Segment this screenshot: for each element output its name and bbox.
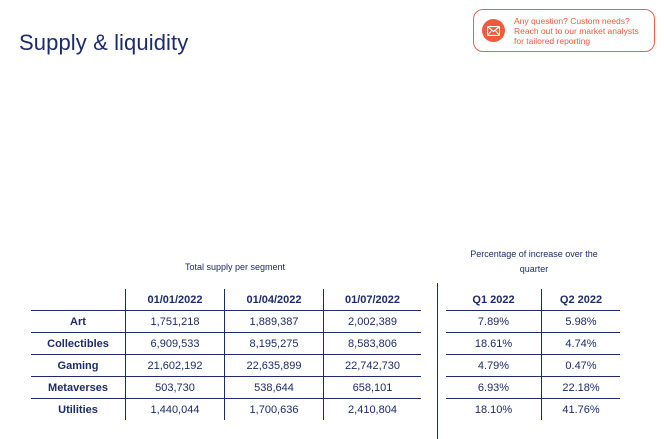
- table-cell: 1,440,044: [125, 398, 225, 420]
- table-cell: 4.74%: [541, 332, 620, 355]
- table-row: 6.93% 22.18%: [446, 376, 620, 399]
- section-divider: [437, 283, 438, 439]
- row-header: Collectibles: [31, 332, 126, 355]
- column-header: Q2 2022: [541, 289, 620, 311]
- table-cell: 538,644: [224, 376, 324, 399]
- row-header: Gaming: [31, 354, 126, 377]
- table-cell: 1,700,636: [224, 398, 324, 420]
- table-cell: 0.47%: [541, 354, 620, 377]
- table-cell: 4.79%: [446, 354, 542, 377]
- table-row: 7.89% 5.98%: [446, 310, 620, 333]
- increase-table-caption: Percentage of increase over the quarter: [448, 247, 620, 277]
- column-header: 01/04/2022: [224, 289, 324, 311]
- table-cell: 8,195,275: [224, 332, 324, 355]
- table-cell: 2,002,389: [323, 310, 421, 333]
- supply-table: 01/01/2022 01/04/2022 01/07/2022 Art 1,7…: [31, 289, 421, 420]
- callout-text: Any question? Custom needs? Reach out to…: [514, 16, 639, 46]
- table-cell: 21,602,192: [125, 354, 225, 377]
- column-header: 01/07/2022: [323, 289, 421, 311]
- table-header-row: 01/01/2022 01/04/2022 01/07/2022: [31, 289, 421, 311]
- envelope-icon: [482, 19, 505, 42]
- callout-line: for tailored reporting: [514, 35, 591, 46]
- contact-analysts-callout[interactable]: Any question? Custom needs? Reach out to…: [473, 9, 655, 52]
- table-header-row: Q1 2022 Q2 2022: [446, 289, 620, 311]
- column-header: [31, 289, 126, 311]
- table-cell: 658,101: [323, 376, 421, 399]
- table-row: 18.10% 41.76%: [446, 398, 620, 420]
- supply-table-caption: Total supply per segment: [184, 262, 286, 272]
- table-cell: 41.76%: [541, 398, 620, 420]
- table-cell: 18.61%: [446, 332, 542, 355]
- table-row: 4.79% 0.47%: [446, 354, 620, 377]
- increase-table: Q1 2022 Q2 2022 7.89% 5.98% 18.61% 4.74%…: [446, 289, 620, 420]
- table-cell: 6,909,533: [125, 332, 225, 355]
- row-header: Art: [31, 310, 126, 333]
- table-cell: 8,583,806: [323, 332, 421, 355]
- table-row: Metaverses 503,730 538,644 658,101: [31, 376, 421, 399]
- row-header: Metaverses: [31, 376, 126, 399]
- table-cell: 22.18%: [541, 376, 620, 399]
- column-header: Q1 2022: [446, 289, 542, 311]
- table-cell: 6.93%: [446, 376, 542, 399]
- table-cell: 2,410,804: [323, 398, 421, 420]
- table-row: Art 1,751,218 1,889,387 2,002,389: [31, 310, 421, 333]
- table-row: Collectibles 6,909,533 8,195,275 8,583,8…: [31, 332, 421, 355]
- table-cell: 1,751,218: [125, 310, 225, 333]
- table-cell: 22,742,730: [323, 354, 421, 377]
- column-header: 01/01/2022: [125, 289, 225, 311]
- table-cell: 1,889,387: [224, 310, 324, 333]
- table-cell: 7.89%: [446, 310, 542, 333]
- table-cell: 18.10%: [474, 403, 513, 416]
- table-cell: 22,635,899: [224, 354, 324, 377]
- caption-line: quarter: [519, 264, 549, 274]
- table-row: Utilities 1,440,044 1,700,636 2,410,804: [31, 398, 421, 420]
- row-header: Utilities: [58, 403, 98, 416]
- table-row: Gaming 21,602,192 22,635,899 22,742,730: [31, 354, 421, 377]
- callout-line: Any question? Custom needs?: [514, 15, 630, 26]
- callout-line: Reach out to our market analysts: [514, 25, 639, 36]
- table-cell: 503,730: [125, 376, 225, 399]
- caption-line: Percentage of increase over the: [470, 249, 598, 259]
- page-title: Supply & liquidity: [19, 30, 189, 55]
- table-row: 18.61% 4.74%: [446, 332, 620, 355]
- table-cell: 5.98%: [541, 310, 620, 333]
